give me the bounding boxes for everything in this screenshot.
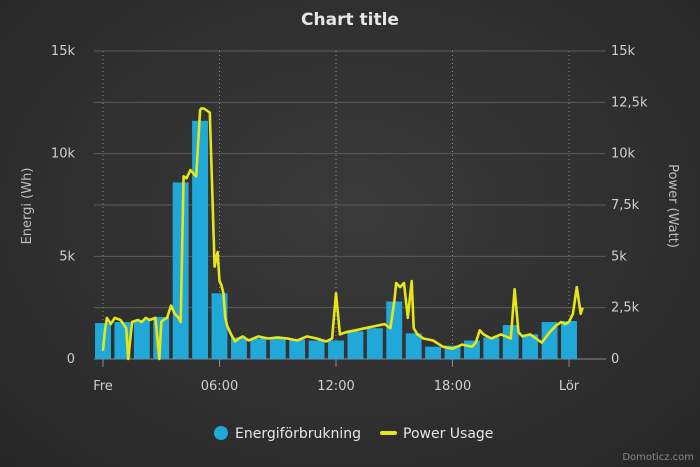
legend-item-power[interactable]: Power Usage [380, 426, 493, 442]
y-right-tick-label: 10k [611, 147, 636, 162]
legend: Energiförbrukning Power Usage [214, 426, 493, 442]
credit-text[interactable]: Domoticz.com [622, 452, 694, 463]
y-left-axis-title: Energi (Wh) [20, 168, 35, 245]
energy-bar[interactable] [328, 340, 344, 359]
y-right-tick-label: 7,5k [611, 198, 640, 213]
x-tick-label: 06:00 [201, 379, 238, 394]
y-left-tick-label: 15k [51, 44, 76, 59]
energy-bar[interactable] [541, 322, 558, 359]
x-tick-label: 18:00 [434, 379, 471, 394]
x-tick-label: 12:00 [317, 379, 354, 394]
y-right-tick-label: 0 [611, 352, 619, 367]
y-right-tick-label: 5k [611, 249, 627, 264]
y-right-axis-title: Power (Watt) [665, 164, 680, 248]
energy-bar[interactable] [230, 337, 247, 359]
energy-bar[interactable] [522, 334, 539, 359]
legend-item-energy[interactable]: Energiförbrukning [214, 426, 361, 442]
energy-bar[interactable] [483, 337, 500, 359]
legend-power-label: Power Usage [403, 426, 493, 442]
energy-bar[interactable] [269, 338, 286, 359]
y-right-tick-label: 2,5k [611, 301, 640, 316]
energy-bar[interactable] [463, 340, 480, 359]
grid-lines [94, 50, 606, 360]
chart-title: Chart title [301, 10, 399, 30]
legend-energy-label: Energiförbrukning [235, 426, 361, 442]
energy-bar[interactable] [308, 340, 325, 359]
y-left-tick-label: 0 [67, 352, 75, 367]
energy-bar[interactable] [561, 321, 577, 359]
x-tick-label: Fre [93, 379, 113, 394]
y-left-tick-label: 5k [59, 249, 75, 264]
energy-bar[interactable] [347, 331, 364, 359]
energy-bar[interactable] [386, 301, 403, 359]
energy-bar[interactable] [250, 338, 267, 359]
x-tick-label: Lör [559, 379, 580, 394]
energy-bar[interactable] [133, 319, 150, 359]
power-usage-line[interactable] [101, 107, 584, 361]
power-line-layer [101, 107, 584, 361]
energy-bar[interactable] [366, 328, 383, 359]
legend-energy-marker [214, 426, 228, 440]
energy-bar[interactable] [405, 333, 422, 359]
axis-ticks: 0 5k 10k 15k 0 2,5k 5k 7,5k 10k 12,5k 15k Fre 06:00 1… [51, 44, 648, 394]
y-left-tick-label: 10k [51, 147, 76, 162]
energy-bar[interactable] [425, 346, 442, 359]
y-right-tick-label: 12,5k [611, 95, 648, 110]
y-right-tick-label: 15k [611, 44, 636, 59]
energy-bar[interactable] [289, 339, 306, 359]
energy-bar[interactable] [192, 120, 209, 360]
energy-bar[interactable] [502, 325, 519, 359]
legend-power-marker [380, 431, 397, 435]
